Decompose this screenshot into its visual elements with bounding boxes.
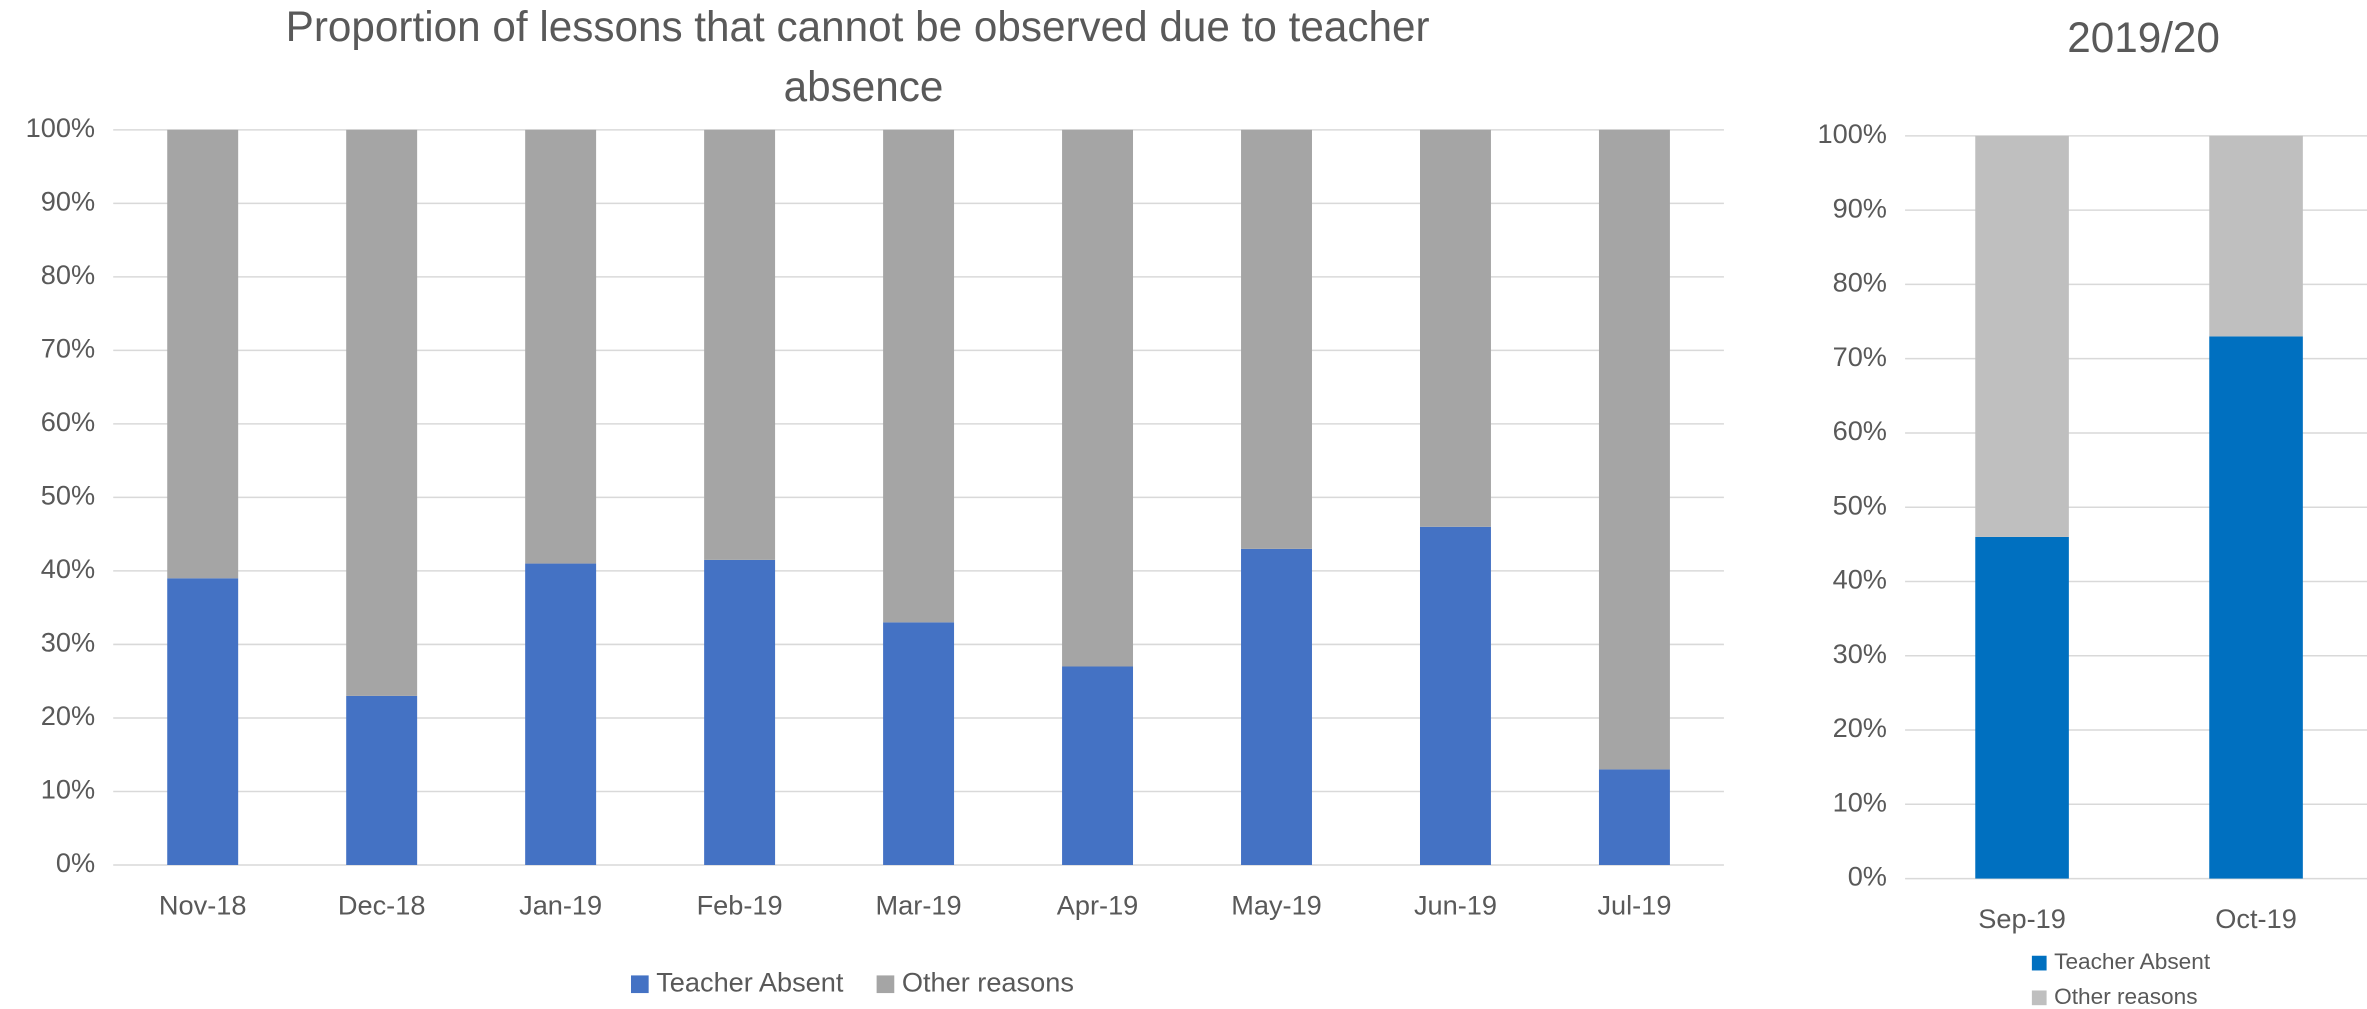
x-tick-label: Jun-19 xyxy=(1414,889,1497,920)
legend-swatch xyxy=(2031,990,2047,1006)
y-tick-label: 30% xyxy=(41,627,95,658)
y-tick-label: 80% xyxy=(1833,267,1887,298)
y-tick-label: 0% xyxy=(56,847,95,878)
y-tick-label: 70% xyxy=(1833,341,1887,372)
bar-segment xyxy=(1975,536,2069,879)
x-tick-label: Oct-19 xyxy=(2215,903,2297,934)
x-tick-label: Sep-19 xyxy=(1978,903,2066,934)
y-tick-label: 90% xyxy=(1833,192,1887,223)
x-tick-label: Apr-19 xyxy=(1057,889,1139,920)
bar-segment xyxy=(1598,769,1670,865)
x-tick-label: Jul-19 xyxy=(1597,889,1671,920)
y-tick-label: 50% xyxy=(41,480,95,511)
legend-label: Teacher Absent xyxy=(2054,949,2211,974)
y-tick-label: 60% xyxy=(41,406,95,437)
bar-segment xyxy=(346,129,418,696)
x-tick-label: Feb-19 xyxy=(697,889,783,920)
bar-segment xyxy=(1419,129,1491,527)
y-tick-label: 60% xyxy=(1833,415,1887,446)
bar-segment xyxy=(883,622,955,865)
bar-segment xyxy=(1598,129,1670,770)
bar-segment xyxy=(704,129,776,560)
bar-segment xyxy=(883,129,955,623)
bar-segment xyxy=(704,559,776,865)
y-tick-label: 20% xyxy=(41,700,95,731)
y-tick-label: 100% xyxy=(1817,118,1886,149)
x-tick-label: May-19 xyxy=(1231,889,1322,920)
legend-label: Other reasons xyxy=(902,966,1074,997)
chart-title: Proportion of lessons that cannot be obs… xyxy=(286,3,1442,110)
bar-segment xyxy=(167,129,239,579)
bar-segment xyxy=(1062,666,1134,865)
legend-swatch xyxy=(876,975,895,994)
bar-segment xyxy=(1241,129,1312,549)
y-tick-label: 80% xyxy=(41,259,95,290)
y-tick-label: 50% xyxy=(1833,489,1887,520)
bar-segment xyxy=(1975,135,2069,537)
bar-segment xyxy=(525,129,597,564)
y-tick-label: 90% xyxy=(41,186,95,217)
y-tick-label: 40% xyxy=(41,553,95,584)
bar-segment xyxy=(167,578,239,865)
bar-segment xyxy=(525,563,597,865)
y-tick-label: 30% xyxy=(1833,638,1887,669)
bar-segment xyxy=(1241,548,1312,865)
y-tick-label: 70% xyxy=(41,333,95,364)
bar-segment xyxy=(2209,336,2303,879)
y-tick-label: 0% xyxy=(1848,861,1887,892)
x-tick-label: Mar-19 xyxy=(876,889,962,920)
x-tick-label: Dec-18 xyxy=(338,889,426,920)
bar-segment xyxy=(346,695,418,865)
x-tick-label: Jan-19 xyxy=(519,889,602,920)
chart-title: 2019/20 xyxy=(2067,14,2220,61)
x-tick-label: Nov-18 xyxy=(159,889,247,920)
bar-segment xyxy=(1062,129,1134,667)
bar-segment xyxy=(1419,526,1491,865)
bar-segment xyxy=(2209,135,2303,337)
y-tick-label: 10% xyxy=(1833,786,1887,817)
y-tick-label: 40% xyxy=(1833,564,1887,595)
legend-swatch xyxy=(2031,955,2047,971)
legend-label: Teacher Absent xyxy=(656,966,844,997)
y-tick-label: 100% xyxy=(26,112,95,143)
y-tick-label: 20% xyxy=(1833,712,1887,743)
legend-label: Other reasons xyxy=(2054,984,2197,1009)
y-tick-label: 10% xyxy=(41,774,95,805)
legend-swatch xyxy=(630,975,649,994)
